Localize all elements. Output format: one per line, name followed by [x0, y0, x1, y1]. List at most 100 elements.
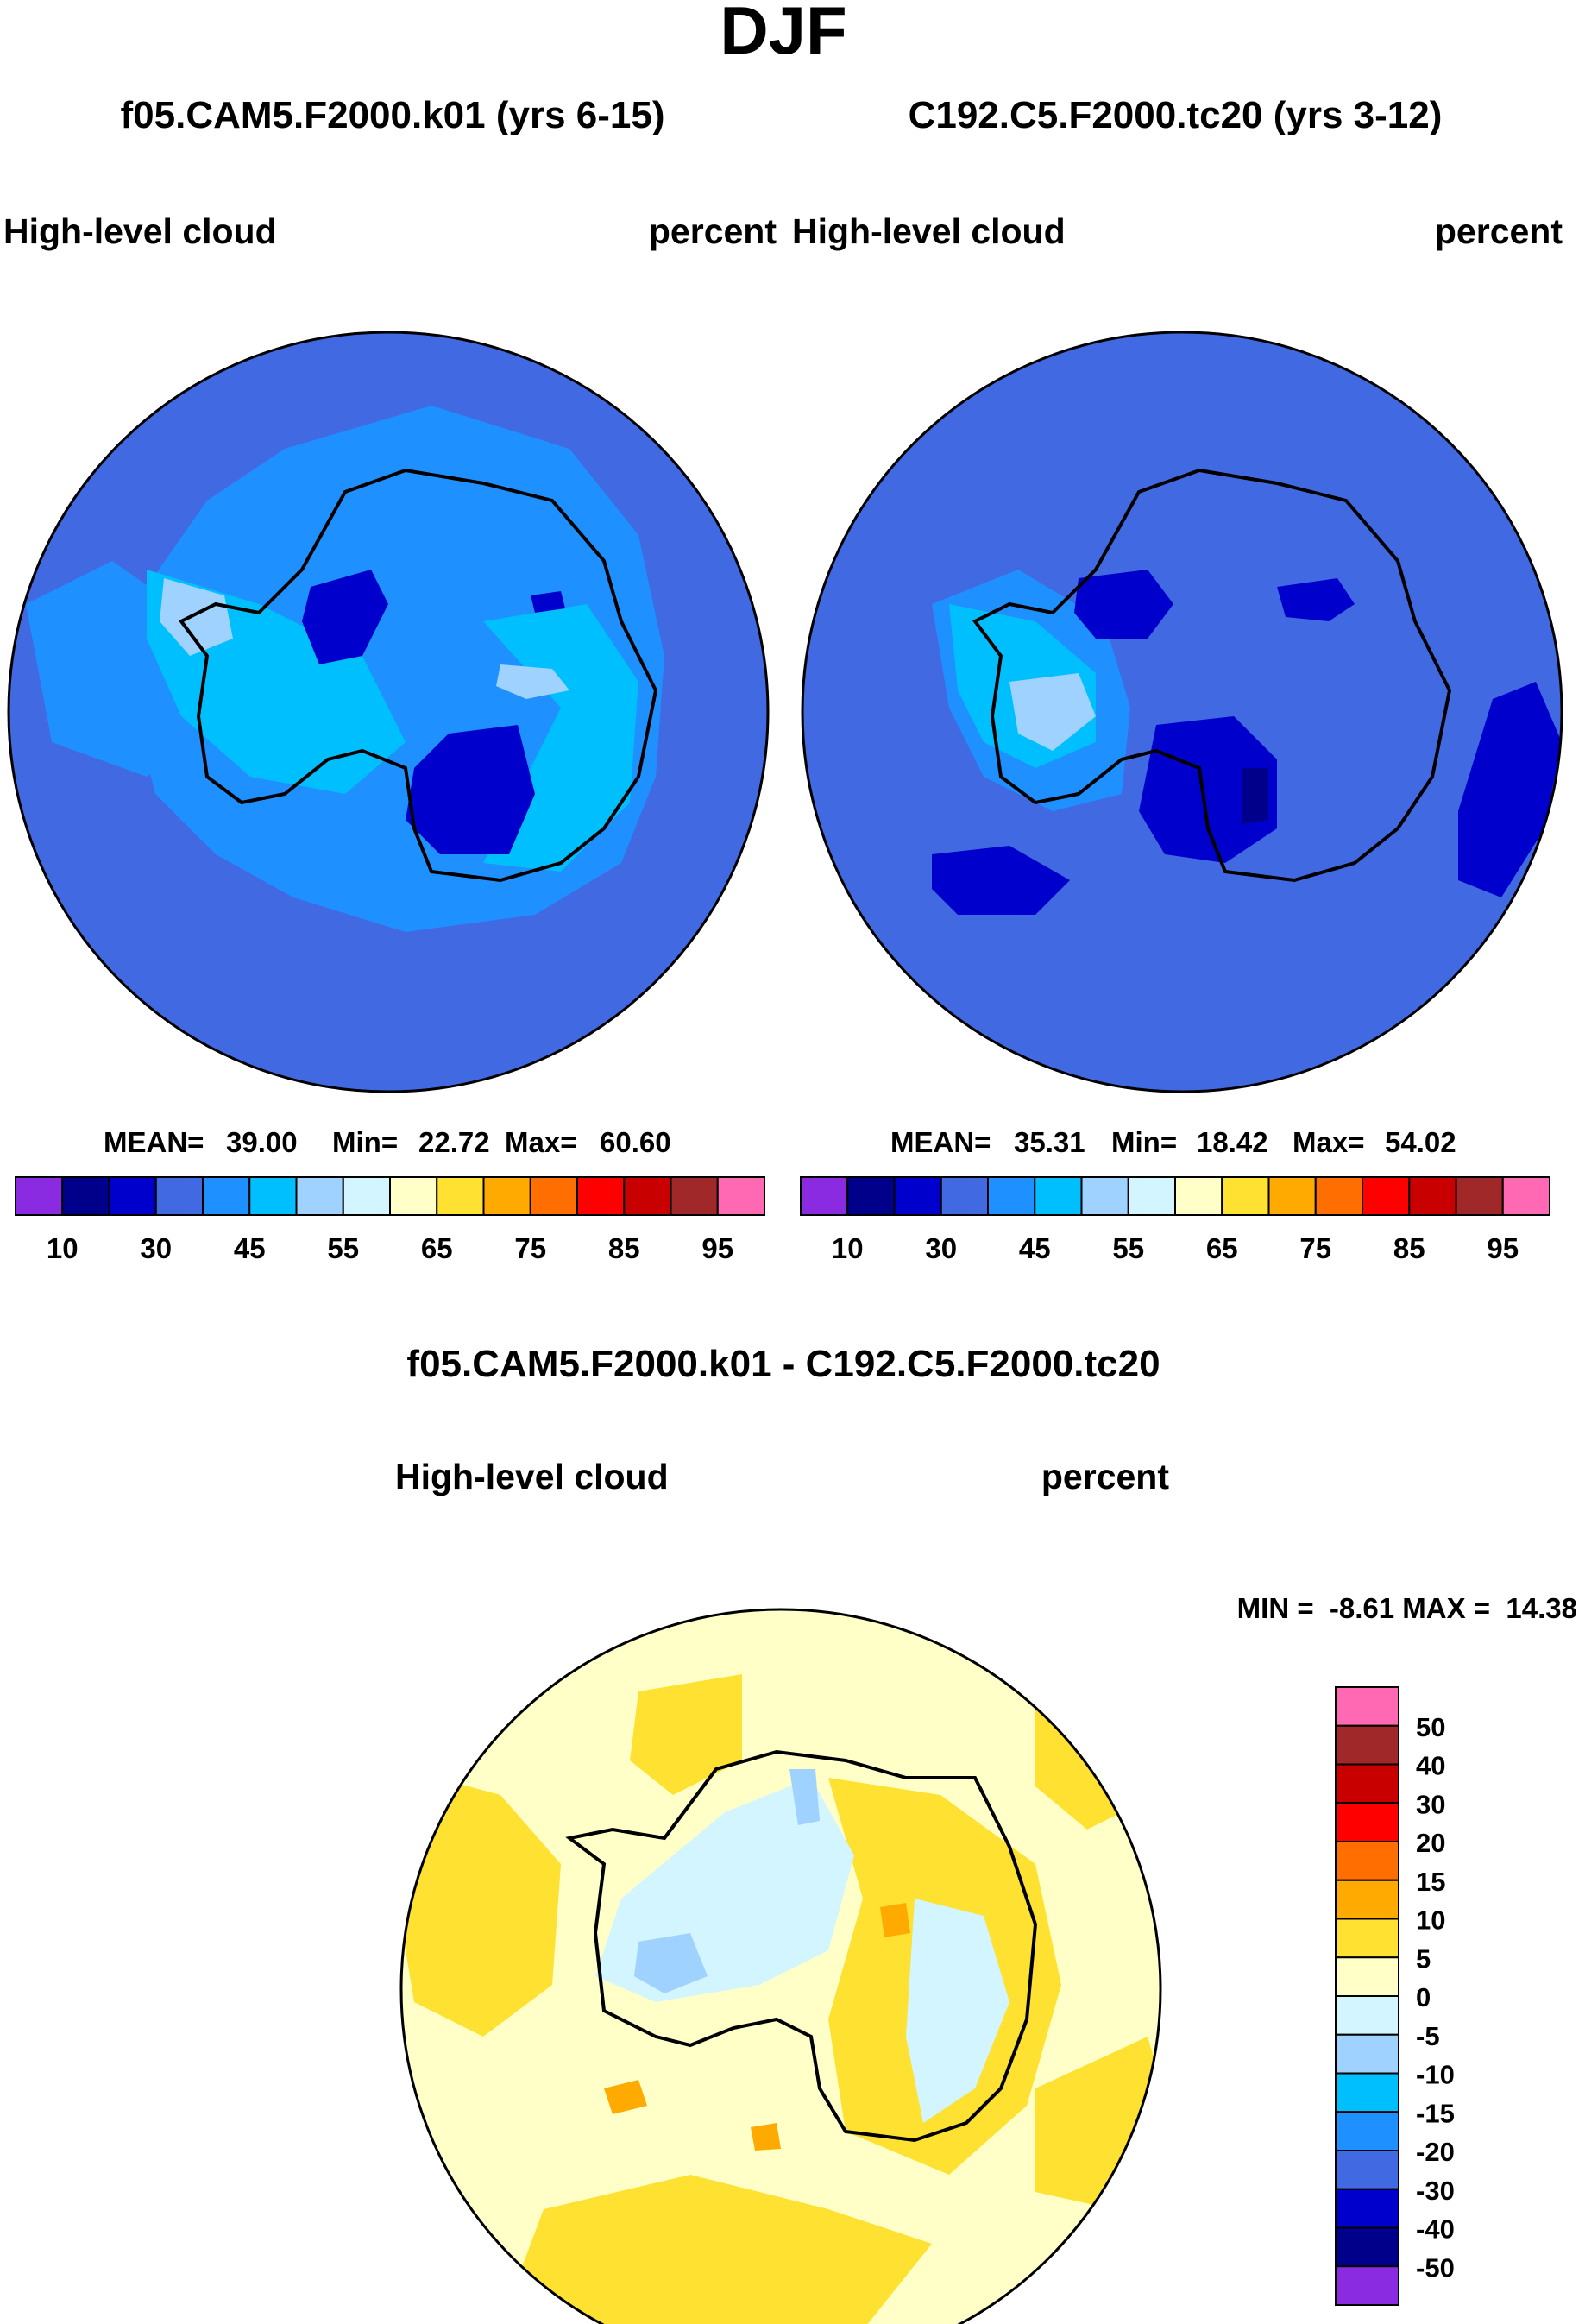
panel-a-colorbar-tick-label: 45 [234, 1232, 266, 1264]
diff-region-pos15c [880, 1903, 910, 1937]
panel-b-colorbar-swatch [1080, 1176, 1129, 1216]
panel-a-colorbar-tick-label: 10 [47, 1232, 79, 1264]
panel-b-variable: High-level cloud [792, 211, 1066, 251]
panel-b-colorbar-tick-label: 30 [925, 1232, 957, 1264]
diff-colorbar-swatch [1335, 2072, 1399, 2113]
panel-b-colorbar-tick-label: 75 [1299, 1232, 1331, 1264]
panel-a-mean-label: MEAN= [104, 1126, 204, 1158]
panel-a-min-label: Min= [332, 1126, 398, 1158]
panel-a-colorbar-swatch [202, 1176, 251, 1216]
panel-b-coastline [972, 468, 1452, 883]
diff-colorbar-swatch [1335, 1995, 1399, 2036]
panel-a-colorbar-swatch [529, 1176, 578, 1216]
panel-b-colorbar-tick-label: 85 [1393, 1232, 1425, 1264]
panel-b-region-low6 [1458, 682, 1562, 897]
panel-a-case-title: f05.CAM5.F2000.k01 (yrs 6-15) [121, 94, 665, 136]
diff-colorbar-tick-label: 10 [1416, 1905, 1445, 1936]
panel-a-max-value: 60.60 [600, 1126, 671, 1158]
panel-b-min-label: Min= [1111, 1126, 1177, 1158]
diff-coastline [565, 1749, 1038, 2143]
panel-b-contours [932, 468, 1562, 915]
panel-a-colorbar-swatch [389, 1176, 438, 1216]
panel-a-colorbar-swatch [670, 1176, 719, 1216]
panel-b-colorbar-swatch [1501, 1176, 1550, 1216]
panel-b-units: percent [1435, 211, 1563, 251]
diff-colorbar-tick-label: -40 [1416, 2214, 1455, 2245]
panel-a-region-low2 [406, 725, 535, 854]
diff-colorbar-tick-label: -15 [1416, 2098, 1455, 2128]
panel-b-region-low2 [1139, 716, 1277, 863]
panel-b-region-low5 [932, 846, 1070, 915]
diff-region-neg-east [906, 1899, 1009, 2123]
main-title: DJF [720, 0, 846, 68]
panel-b-colorbar-swatch [846, 1176, 896, 1216]
panel-b-colorbar-swatch [1408, 1176, 1457, 1216]
panel-a-colorbar-swatch [15, 1176, 64, 1216]
panel-a-colorbar-swatch [576, 1176, 626, 1216]
diff-colorbar-swatch [1335, 2150, 1399, 2190]
diff-colorbar-tick-label: -50 [1416, 2252, 1455, 2283]
panel-b-stats: MEAN= 35.31 Min= 18.42 Max= 54.02 [890, 1126, 1456, 1158]
panel-a-colorbar-swatch [248, 1176, 298, 1216]
panel-a-colorbar-swatch [295, 1176, 344, 1216]
panel-a-colorbar-tick-label: 55 [327, 1232, 359, 1264]
diff-minmax: MIN = -8.61 MAX = 14.38 [1237, 1592, 1577, 1624]
diff-colorbar-tick-label: 40 [1416, 1751, 1445, 1781]
diff-colorbar-tick-label: -30 [1416, 2176, 1455, 2206]
panel-b-colorbar-tick-label: 55 [1112, 1232, 1144, 1264]
panel-b-colorbar-swatch [940, 1176, 989, 1216]
diff-colorbar-tick-label: 30 [1416, 1789, 1445, 1819]
panel-a-colorbar-swatch [342, 1176, 391, 1216]
panel-a-colorbar-swatch [108, 1176, 157, 1216]
panel-a-colorbar-tick-label: 85 [608, 1232, 640, 1264]
diff-colorbar-tick-label: -10 [1416, 2060, 1455, 2090]
panel-b-colorbar: 10 30 45 55 65 75 85 95 [800, 1176, 1550, 1264]
panel-a-colorbar-swatch [154, 1176, 204, 1216]
panel-b-map [801, 331, 1563, 1093]
panel-b-mean-label: MEAN= [890, 1126, 991, 1158]
diff-colorbar-swatch [1335, 2265, 1399, 2306]
panel-a-max-label: Max= [505, 1126, 576, 1158]
panel-a-colorbar-swatch [716, 1176, 765, 1216]
panel-a-colorbar-swatch [623, 1176, 672, 1216]
panel-b-colorbar-swatch [893, 1176, 942, 1216]
diff-colorbar-swatch [1335, 1686, 1399, 1727]
diff-colorbar-tick-label: 15 [1416, 1867, 1445, 1897]
diff-colorbar-swatch [1335, 1841, 1399, 1881]
diff-colorbar-swatch [1335, 1802, 1399, 1842]
panel-b-region-55to65 [1009, 673, 1096, 751]
panel-a-colorbar-tick-label: 65 [421, 1232, 453, 1264]
diff-colorbar-swatch [1335, 2188, 1399, 2229]
panel-b-colorbar-tick-label: 65 [1206, 1232, 1238, 1264]
panel-a-contours [26, 406, 664, 932]
panel-b-colorbar-swatch [1267, 1176, 1317, 1216]
diff-map [399, 1608, 1162, 2324]
panel-b-region-low3 [1242, 768, 1268, 824]
diff-colorbar-tick-label: 5 [1416, 1943, 1431, 1974]
diff-colorbar-swatch [1335, 1879, 1399, 1920]
panel-b-max-label: Max= [1293, 1126, 1364, 1158]
diff-title: f05.CAM5.F2000.k01 - C192.C5.F2000.tc20 [406, 1343, 1160, 1385]
panel-b-colorbar-swatch [1314, 1176, 1363, 1216]
diff-colorbar-tick-label: 20 [1416, 1828, 1445, 1858]
panel-a-colorbar-tick-label: 95 [701, 1232, 733, 1264]
panel-a-colorbar-tick-label: 30 [140, 1232, 172, 1264]
panel-a-map [7, 331, 770, 1093]
panel-b-colorbar-swatch [1221, 1176, 1270, 1216]
diff-region-pos15a [604, 2080, 647, 2114]
panel-a-region-low3 [531, 591, 565, 613]
diff-region-pos-south [518, 2175, 932, 2324]
panel-b-colorbar-swatch [987, 1176, 1036, 1216]
panel-a-min-value: 22.72 [418, 1126, 490, 1158]
panel-b-colorbar-tick-label: 45 [1019, 1232, 1051, 1264]
panel-a-stats: MEAN= 39.00 Min= 22.72 Max= 60.60 [104, 1126, 671, 1158]
panel-a-region-55to65 [160, 578, 233, 656]
panel-b-region-low4 [1277, 578, 1355, 621]
diff-colorbar-swatch [1335, 2111, 1399, 2151]
panel-b-colorbar-tick-label: 95 [1487, 1232, 1519, 1264]
panel-a-region-low1 [302, 570, 388, 664]
diff-colorbar-tick-label: 50 [1416, 1712, 1445, 1742]
panel-b-colorbar-swatch [800, 1176, 849, 1216]
